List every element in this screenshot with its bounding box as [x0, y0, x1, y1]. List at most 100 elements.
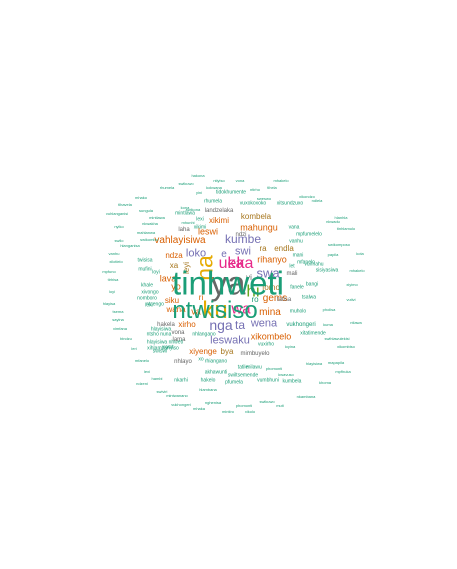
word-70: muholo [289, 308, 307, 315]
word-48: laha [178, 227, 190, 233]
word-116: kwavuso [278, 372, 294, 377]
word-23: va [191, 306, 201, 317]
word-152: sayina [112, 317, 124, 322]
word-117: loyina [284, 344, 296, 349]
word-153: ximfana [112, 326, 128, 331]
word-67: fanele [290, 284, 304, 291]
word-34: kombela [240, 212, 272, 221]
word-10: kumbe [224, 232, 262, 246]
word-15: wena [250, 317, 278, 330]
word-40: xa [169, 261, 179, 270]
word-125: hlanhla [334, 215, 348, 220]
word-8: ta [234, 318, 246, 332]
word-169: swihlawulekisi [324, 336, 350, 341]
word-168: mpfhuka [335, 369, 351, 374]
word-173: kota [356, 251, 364, 256]
word-162: mhaka [192, 406, 206, 411]
word-26: xiyenge [189, 347, 217, 356]
word-122: xiyimo [346, 282, 358, 287]
word-9: swa [256, 265, 280, 281]
word-50: tatisa [276, 297, 292, 303]
word-96: nkarhi [174, 377, 188, 384]
word-81: nhlangano [192, 331, 216, 338]
word-6: wa [231, 300, 251, 318]
word-136: hakona [191, 173, 205, 178]
word-161: vukhongeri [171, 402, 191, 407]
word-130: tlhela [267, 185, 277, 190]
word-43: lama [172, 337, 186, 343]
word-166: nkambana [296, 394, 316, 399]
word-61: mpfumelelo [296, 231, 322, 238]
word-146: xilotlelo [109, 259, 123, 264]
word-24: yo [171, 281, 181, 292]
word-109: mintlawa [149, 215, 165, 220]
word-3: ka [227, 255, 245, 272]
word-7: nga [209, 317, 233, 333]
word-47: ndzi [235, 232, 247, 238]
word-55: vuxokoxoko [239, 200, 267, 207]
word-128: xikondzo [299, 194, 315, 199]
word-45: mimbuyelo [240, 351, 270, 357]
word-21: rihanyo [257, 254, 287, 265]
word-12: loko [185, 247, 207, 260]
word-90: loyi [152, 269, 160, 276]
word-82: hakelo [200, 377, 216, 384]
word-27: xirho [178, 320, 196, 329]
word-167: khoma [318, 380, 332, 385]
word-69: tsalwa [301, 294, 317, 301]
word-137: yini [195, 190, 203, 195]
word-76: xihlambanyiso [147, 345, 179, 352]
word-35: ra [259, 244, 267, 253]
word-93: xamt [162, 344, 174, 351]
word-53: tidokhumente [215, 189, 247, 196]
word-46: landzelaka [204, 208, 234, 214]
word-155: leri [131, 346, 137, 351]
word-88: nomboro [137, 295, 157, 302]
word-145: vanhu [108, 251, 120, 256]
word-149: loyi [108, 289, 116, 294]
word-135: kokwana [206, 185, 222, 190]
word-127: ndlela [311, 198, 323, 203]
word-99: kumbela [282, 378, 302, 385]
word-131: sweswo [256, 196, 272, 201]
word-58: lexi [196, 216, 204, 223]
word-113: hlanganisa [120, 243, 140, 248]
word-80: xitatimende [300, 330, 326, 337]
word-56: xitsundzuxo [276, 200, 304, 207]
word-30: ri [198, 293, 204, 302]
word-174: tinhlamulo [336, 226, 356, 231]
word-171: vutivi [346, 297, 356, 302]
word-175: tinhweti [172, 264, 284, 302]
word-144: swilo [114, 238, 124, 243]
word-44: vona [171, 330, 185, 336]
word-16: mina [259, 307, 281, 318]
word-104: hlambana [199, 387, 217, 392]
word-84: twisisa [137, 257, 153, 264]
word-133: vona [235, 178, 245, 183]
word-97: pfumela [225, 379, 243, 386]
word-143: nyiko [114, 224, 124, 229]
word-64: vunnahu [304, 261, 324, 268]
word-107: kona [180, 205, 190, 210]
word-54: rhumela [203, 198, 223, 205]
word-83: swiswi [152, 348, 168, 355]
word-108: sungula [138, 208, 154, 213]
word-62: vanhu [289, 238, 303, 245]
word-176: ntwisiso [172, 297, 258, 324]
word-66: sisiyasiwa [315, 267, 339, 274]
word-119: kuma [323, 322, 333, 327]
word-60: vana [288, 224, 300, 231]
word-138: swikuwo [178, 181, 194, 186]
word-87: khale [141, 282, 153, 289]
word-52: vukhongeri [286, 322, 316, 328]
word-141: tlhavela [118, 202, 132, 207]
word-112: swikombo [140, 237, 158, 242]
word-78: hlayisiwa nhweti [146, 339, 184, 346]
word-5: hi [246, 281, 260, 301]
word-22: leswi [197, 226, 219, 237]
word-1: ku [202, 297, 228, 324]
word-126: nkwadu [326, 219, 340, 224]
word-147: mpfuno [102, 269, 116, 274]
word-38: ro [251, 295, 259, 304]
